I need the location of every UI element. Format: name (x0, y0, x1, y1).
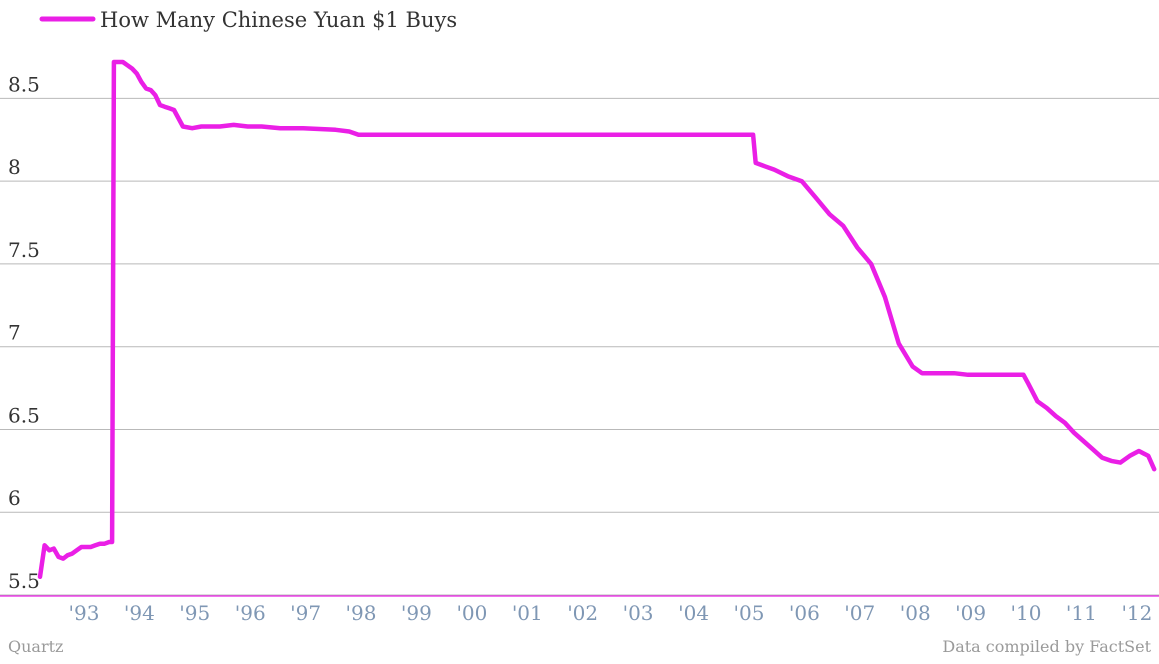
x-tick-label: '00 (456, 601, 487, 625)
y-tick-label: 7.5 (8, 238, 40, 262)
x-tick-label: '08 (900, 601, 931, 625)
x-tick-label: '03 (623, 601, 654, 625)
x-tick-label: '12 (1121, 601, 1152, 625)
x-tick-label: '97 (290, 601, 321, 625)
gridlines (0, 97, 1159, 596)
x-axis-ticks: '93 '94 '95 '96 '97 '98 '99 '00 '01 '02 '03 '04 '05 '… (68, 601, 1152, 625)
x-tick-label: '07 (844, 601, 875, 625)
x-tick-label: '09 (955, 601, 986, 625)
y-axis-ticks: 5.5 6 6.5 7 7.5 8 8.5 (8, 72, 40, 593)
x-tick-label: '93 (68, 601, 99, 625)
legend[interactable]: How Many Chinese Yuan $1 Buys (39, 8, 457, 32)
y-tick-label: 6.5 (8, 403, 40, 427)
series-line (37, 59, 1157, 580)
x-tick-label: '01 (512, 601, 543, 625)
y-tick-label: 8.5 (8, 72, 40, 96)
y-tick-label: 5.5 (8, 569, 40, 593)
legend-label: How Many Chinese Yuan $1 Buys (100, 8, 457, 32)
x-tick-label: '98 (346, 601, 377, 625)
data-credit: Data compiled by FactSet (942, 637, 1151, 656)
x-tick-label: '11 (1066, 601, 1097, 625)
x-tick-label: '02 (567, 601, 598, 625)
x-tick-label: '95 (179, 601, 210, 625)
x-tick-label: '10 (1011, 601, 1042, 625)
x-tick-label: '05 (733, 601, 764, 625)
source-credit: Quartz (8, 637, 63, 656)
x-tick-label: '04 (678, 601, 709, 625)
x-tick-label: '99 (401, 601, 432, 625)
y-tick-label: 8 (8, 155, 21, 179)
y-tick-label: 6 (8, 486, 21, 510)
x-tick-label: '06 (789, 601, 820, 625)
x-tick-label: '96 (235, 601, 266, 625)
y-tick-label: 7 (8, 321, 21, 345)
x-tick-label: '94 (124, 601, 155, 625)
